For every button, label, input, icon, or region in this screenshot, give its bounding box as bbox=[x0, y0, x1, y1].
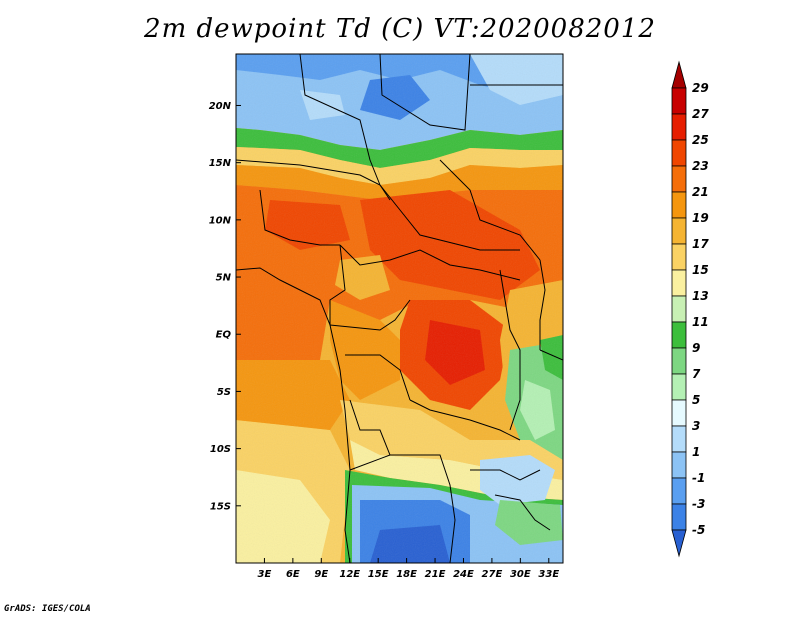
colorbar-level-label: 7 bbox=[692, 367, 701, 381]
colorbar-swatch bbox=[671, 60, 687, 89]
colorbar-swatch bbox=[671, 165, 687, 193]
lon-tick-label: 12E bbox=[339, 569, 360, 580]
colorbar-swatch bbox=[671, 295, 687, 323]
lat-tick-label: 10N bbox=[209, 215, 232, 226]
colorbar-swatch bbox=[671, 139, 687, 167]
colorbar-level-label: 17 bbox=[692, 237, 709, 251]
lon-tick-label: 27E bbox=[482, 569, 503, 580]
colorbar-swatch bbox=[671, 399, 687, 427]
colorbar-level-label: -3 bbox=[692, 497, 705, 511]
colorbar-swatch bbox=[671, 477, 687, 505]
colorbar-swatch bbox=[671, 113, 687, 141]
lat-tick-label: 10S bbox=[210, 444, 231, 455]
lon-tick-label: 15E bbox=[368, 569, 389, 580]
colorbar-swatch bbox=[671, 503, 687, 531]
colorbar-swatch bbox=[671, 217, 687, 245]
chart-title: 2m dewpoint Td (C) VT:2020082012 bbox=[144, 14, 656, 44]
country-borders bbox=[236, 54, 563, 563]
colorbar-level-label: 23 bbox=[692, 159, 709, 173]
lat-tick-label: 5S bbox=[217, 387, 231, 398]
lon-tick-label: 24E bbox=[453, 569, 474, 580]
colorbar-swatch bbox=[671, 347, 687, 375]
longitude-axis: 3E 6E 9E 12E 15E 18E 21E 24E 27E 30E 33E bbox=[258, 558, 559, 580]
colorbar-level-label: 29 bbox=[692, 81, 709, 95]
map-frame bbox=[235, 53, 564, 564]
colorbar-swatch bbox=[671, 87, 687, 115]
colorbar: 29 27 25 23 21 19 17 15 13 11 9 7 5 3 1 -1 -3 -5 bbox=[671, 60, 709, 558]
colorbar-swatch bbox=[671, 269, 687, 297]
colorbar-swatch bbox=[671, 425, 687, 453]
colorbar-swatch bbox=[671, 529, 687, 558]
colorbar-swatch bbox=[671, 451, 687, 479]
colorbar-swatch bbox=[671, 191, 687, 219]
lon-tick-label: 30E bbox=[510, 569, 531, 580]
latitude-axis: 20N 15N 10N 5N EQ 5S 10S 15S bbox=[209, 101, 241, 512]
colorbar-level-label: 21 bbox=[692, 185, 709, 199]
lat-tick-label: 20N bbox=[209, 101, 232, 112]
colorbar-level-label: 3 bbox=[692, 419, 700, 433]
dewpoint-field bbox=[236, 54, 563, 563]
colorbar-level-label: -1 bbox=[692, 471, 705, 485]
colorbar-level-label: 13 bbox=[692, 289, 709, 303]
lat-tick-label: 15N bbox=[209, 158, 232, 169]
lat-tick-label: 15S bbox=[210, 501, 231, 512]
lon-tick-label: 3E bbox=[258, 569, 272, 580]
lon-tick-label: 18E bbox=[396, 569, 417, 580]
colorbar-level-label: 9 bbox=[692, 341, 700, 355]
colorbar-level-label: 1 bbox=[692, 445, 700, 459]
colorbar-swatch bbox=[671, 321, 687, 349]
colorbar-level-label: 25 bbox=[692, 133, 709, 147]
lat-tick-label: EQ bbox=[216, 330, 232, 341]
lat-tick-label: 5N bbox=[216, 273, 232, 284]
lon-tick-label: 33E bbox=[538, 569, 559, 580]
colorbar-swatch bbox=[671, 373, 687, 401]
colorbar-level-label: 5 bbox=[692, 393, 700, 407]
lon-tick-label: 6E bbox=[286, 569, 300, 580]
colorbar-level-label: 11 bbox=[692, 315, 709, 329]
colorbar-level-label: -5 bbox=[692, 523, 705, 537]
credit-text: GrADS: IGES/COLA bbox=[4, 604, 91, 614]
lon-tick-label: 21E bbox=[425, 569, 446, 580]
colorbar-swatch bbox=[671, 243, 687, 271]
colorbar-level-label: 19 bbox=[692, 211, 709, 225]
colorbar-level-label: 27 bbox=[692, 107, 709, 121]
colorbar-level-label: 15 bbox=[692, 263, 709, 277]
lon-tick-label: 9E bbox=[314, 569, 328, 580]
